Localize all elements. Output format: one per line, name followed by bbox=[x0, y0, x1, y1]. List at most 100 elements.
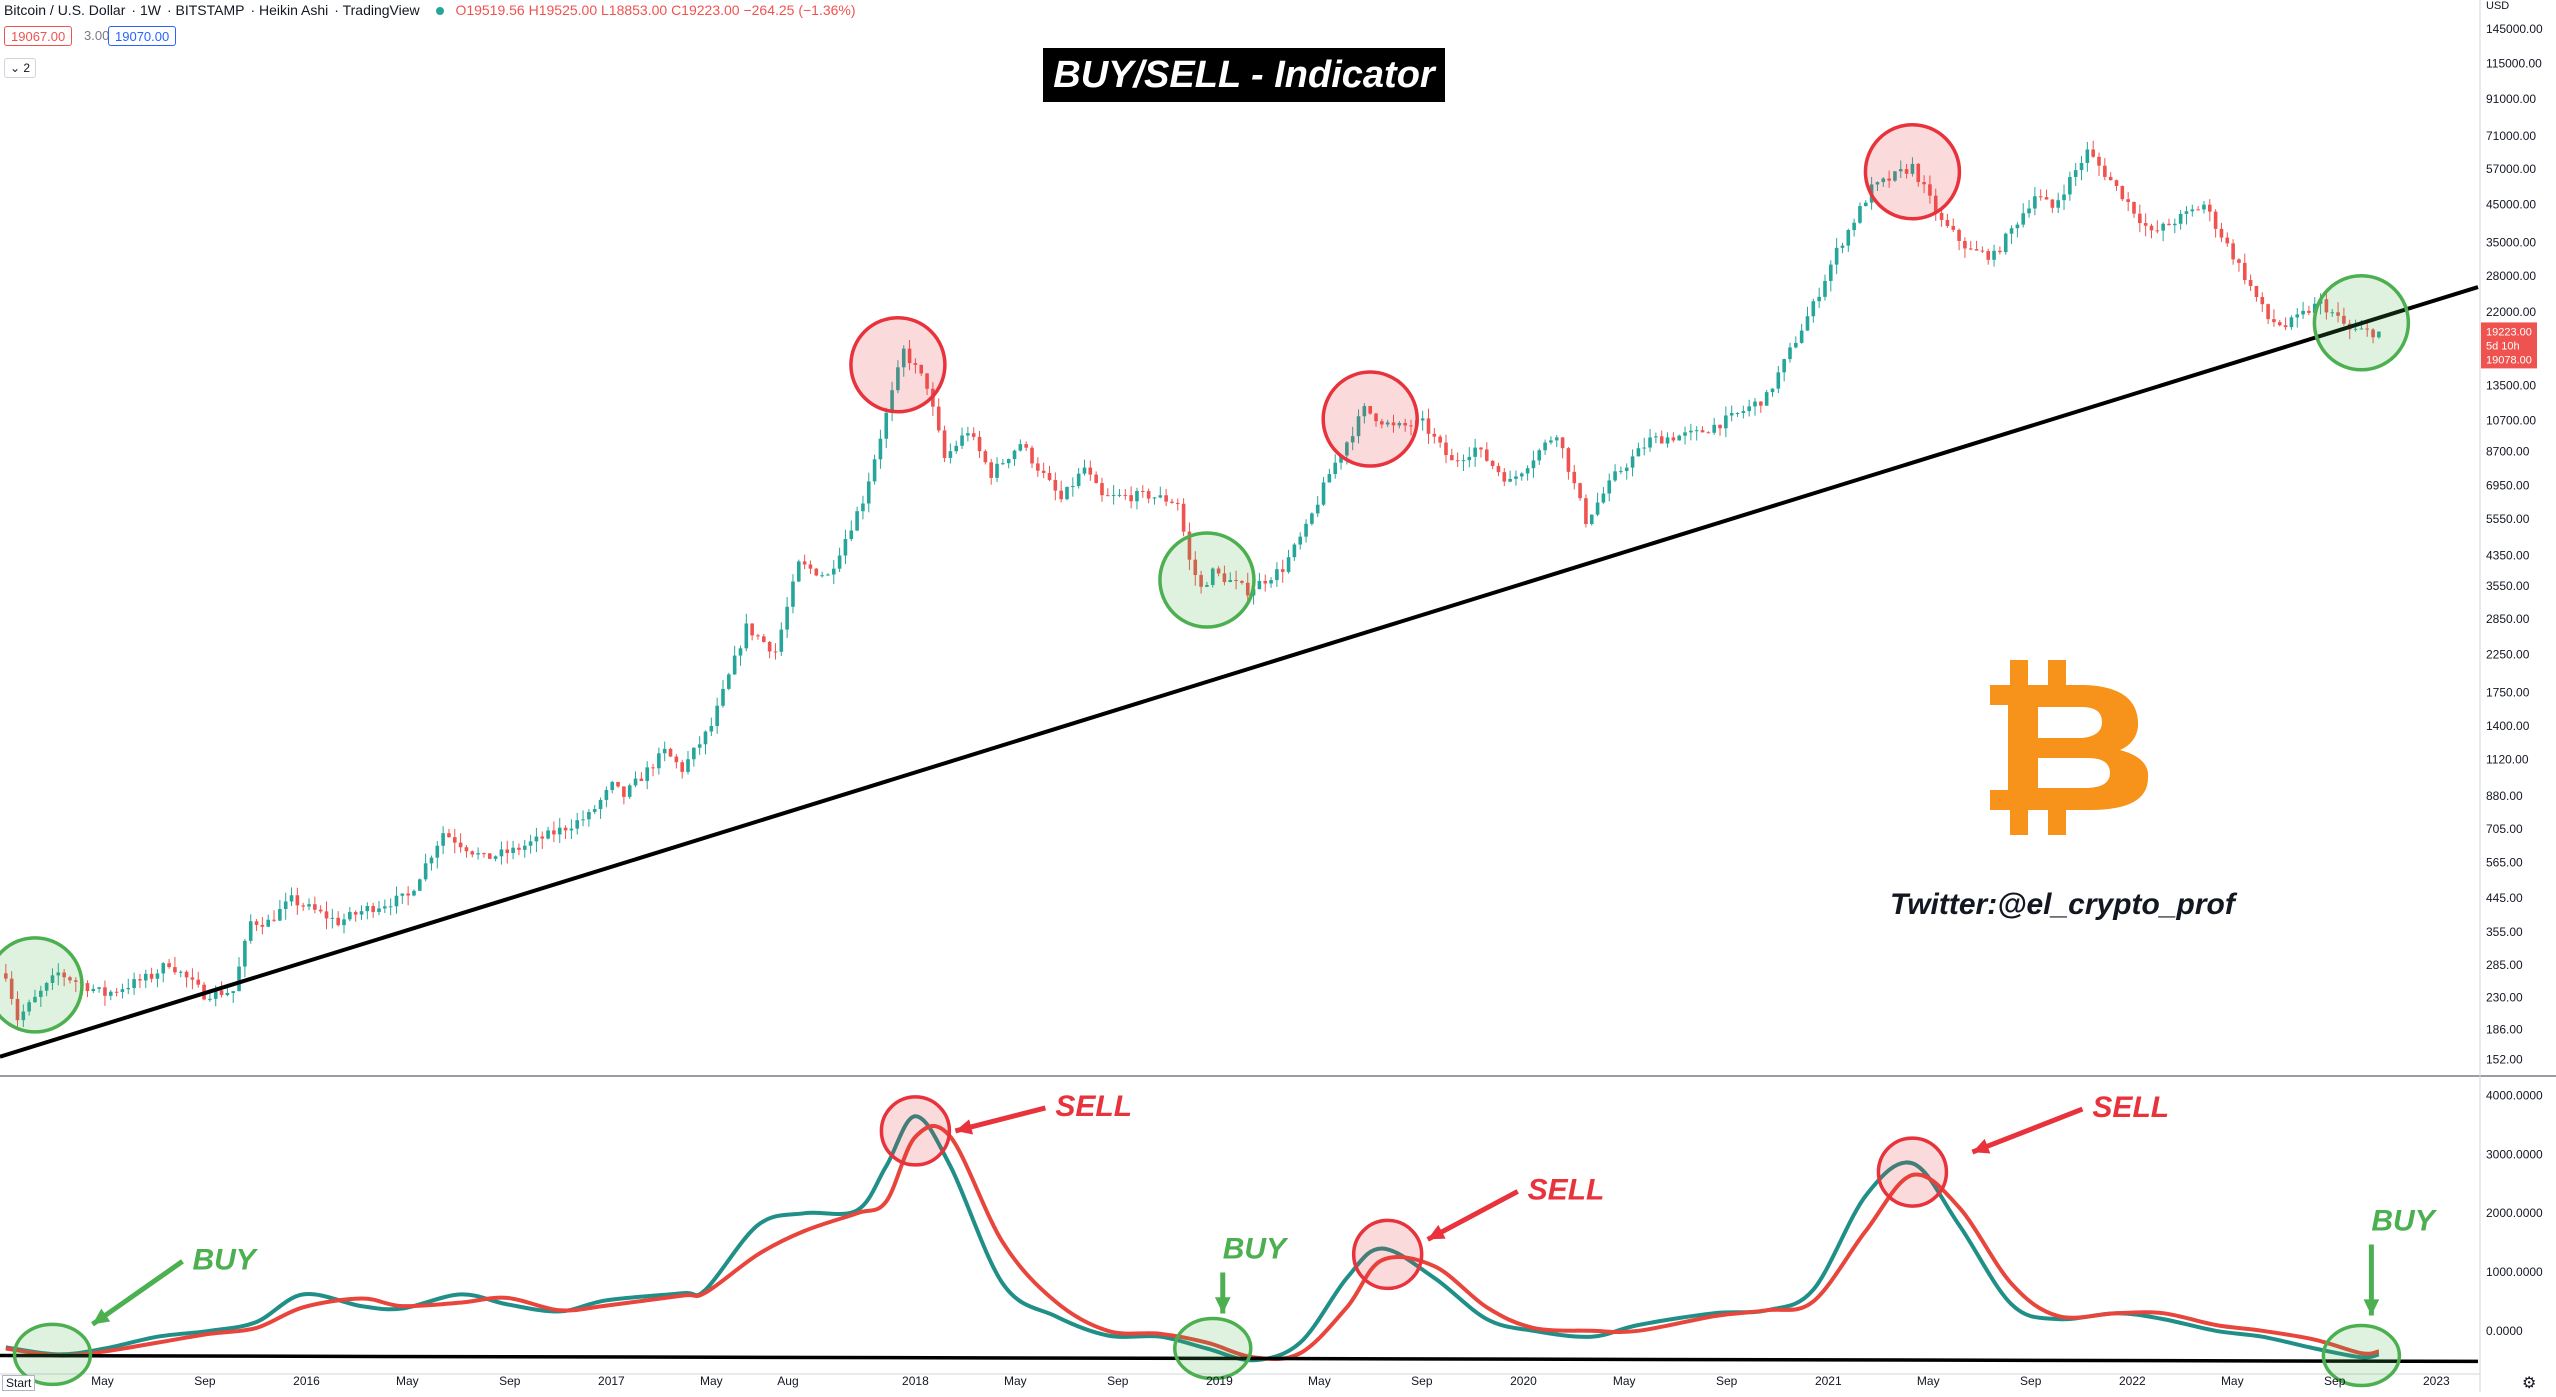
candle-body bbox=[773, 651, 778, 653]
time-tick-label: Sep bbox=[1107, 1374, 1129, 1388]
price-tick-label: 2250.00 bbox=[2486, 648, 2530, 662]
candle-body bbox=[1578, 483, 1582, 499]
candle-body bbox=[452, 837, 457, 843]
oscillator-fast-line[interactable] bbox=[5, 1114, 2380, 1363]
buy-circle[interactable] bbox=[1158, 531, 1256, 629]
price-tick-label: 28000.00 bbox=[2486, 269, 2536, 283]
sell-circle[interactable] bbox=[1321, 370, 1419, 468]
buy-price-button[interactable]: 19070.00 bbox=[108, 26, 177, 46]
candle-body bbox=[1764, 392, 1769, 406]
candle-body bbox=[1718, 424, 1722, 429]
candle-body bbox=[1106, 495, 1110, 497]
candle-body bbox=[843, 539, 848, 556]
candle-body bbox=[418, 879, 422, 891]
candle-body bbox=[1683, 432, 1687, 436]
candle-body bbox=[1642, 447, 1647, 449]
oscillator-baseline[interactable] bbox=[0, 1353, 2479, 1364]
interval[interactable]: 1W bbox=[139, 2, 161, 18]
price-tick-label: 13500.00 bbox=[2486, 379, 2536, 393]
candle-body bbox=[866, 481, 871, 504]
symbol-name[interactable]: Bitcoin / U.S. Dollar bbox=[4, 2, 126, 18]
sell-price-button[interactable]: 19067.00 bbox=[4, 26, 73, 46]
candle-body bbox=[161, 963, 166, 974]
candle-body bbox=[149, 973, 154, 979]
candle-body bbox=[1321, 482, 1326, 505]
indicators-toggle[interactable]: ⌄ 2 bbox=[4, 58, 37, 78]
chart-style[interactable]: Heikin Ashi bbox=[259, 2, 329, 18]
candle-body bbox=[1140, 490, 1145, 492]
candle-body bbox=[639, 778, 644, 781]
price-tick-label: 1400.00 bbox=[2486, 719, 2530, 733]
candle-body bbox=[2003, 233, 2008, 253]
candle-body bbox=[487, 853, 492, 859]
osc-tick-label: 1000.0000 bbox=[2486, 1265, 2543, 1279]
candle-body bbox=[1164, 495, 1168, 502]
candle-body bbox=[697, 744, 702, 748]
candle-body bbox=[1205, 584, 1209, 587]
candle-body bbox=[884, 412, 889, 439]
gear-icon[interactable]: ⚙ bbox=[2522, 1375, 2536, 1392]
candle-body bbox=[2033, 196, 2037, 209]
candle-body bbox=[2155, 230, 2160, 232]
price-tick-label: 6950.00 bbox=[2486, 478, 2530, 492]
buy-label: BUY bbox=[1223, 1232, 1289, 1265]
start-button[interactable]: Start bbox=[2, 1375, 36, 1391]
candle-body bbox=[1286, 557, 1291, 572]
candle-body bbox=[890, 390, 894, 413]
buy-signal-circle[interactable] bbox=[2321, 1323, 2402, 1388]
sell-circle[interactable] bbox=[1863, 122, 1962, 221]
candle-body bbox=[470, 851, 475, 855]
sell-circle[interactable] bbox=[849, 315, 947, 414]
sell-signal-circle[interactable] bbox=[879, 1095, 952, 1167]
time-tick-label: May bbox=[91, 1374, 114, 1388]
sell-signal-circle[interactable] bbox=[1876, 1136, 1949, 1208]
candle-body bbox=[2295, 314, 2300, 318]
candle-body bbox=[668, 748, 673, 757]
buy-signal-circle[interactable] bbox=[1173, 1316, 1253, 1381]
candle-body bbox=[861, 503, 865, 512]
candle-body bbox=[581, 819, 585, 821]
buy-circle[interactable] bbox=[2312, 273, 2411, 372]
support-trendline[interactable] bbox=[0, 285, 2479, 1059]
candle-body bbox=[1747, 406, 1751, 412]
candle-body bbox=[476, 853, 480, 855]
candle-body bbox=[2068, 176, 2072, 195]
candle-body bbox=[173, 967, 177, 973]
time-tick-label: Sep bbox=[194, 1374, 216, 1388]
candle-body bbox=[2126, 199, 2130, 203]
currency-label[interactable]: USD bbox=[2486, 0, 2509, 12]
candle-body bbox=[907, 348, 912, 364]
candle-body bbox=[2108, 176, 2113, 181]
candle-body bbox=[1595, 502, 1600, 515]
candle-body bbox=[1782, 359, 1786, 373]
candle-body bbox=[721, 688, 725, 706]
buy-signal-circle[interactable] bbox=[12, 1322, 93, 1387]
candle-body bbox=[989, 462, 993, 478]
candle-body bbox=[1875, 182, 1880, 185]
candle-body bbox=[1986, 251, 1991, 260]
time-tick-label: Sep bbox=[1411, 1374, 1433, 1388]
price-tick-label: 71000.00 bbox=[2486, 129, 2536, 143]
candle-body bbox=[896, 367, 900, 391]
candle-body bbox=[1753, 401, 1757, 407]
candle-body bbox=[243, 940, 247, 967]
candle-body bbox=[1263, 580, 1268, 584]
candle-body bbox=[534, 836, 539, 842]
candle-body bbox=[27, 1002, 31, 1012]
candle-body bbox=[2359, 328, 2364, 330]
sell-signal-circle[interactable] bbox=[1351, 1218, 1424, 1291]
candle-body bbox=[744, 623, 749, 649]
candle-body bbox=[208, 998, 212, 1000]
oscillator-slow-line[interactable] bbox=[5, 1124, 2380, 1362]
candle-body bbox=[1776, 372, 1781, 389]
candle-body bbox=[1385, 422, 1390, 425]
candle-body bbox=[1700, 430, 1705, 433]
candle-body bbox=[2038, 196, 2043, 198]
chevron-down-icon: ⌄ bbox=[10, 61, 21, 75]
candle-body bbox=[254, 921, 259, 925]
buy-circle[interactable] bbox=[0, 936, 84, 1034]
candle-body bbox=[2120, 185, 2125, 200]
time-tick-label: Sep bbox=[2020, 1374, 2042, 1388]
